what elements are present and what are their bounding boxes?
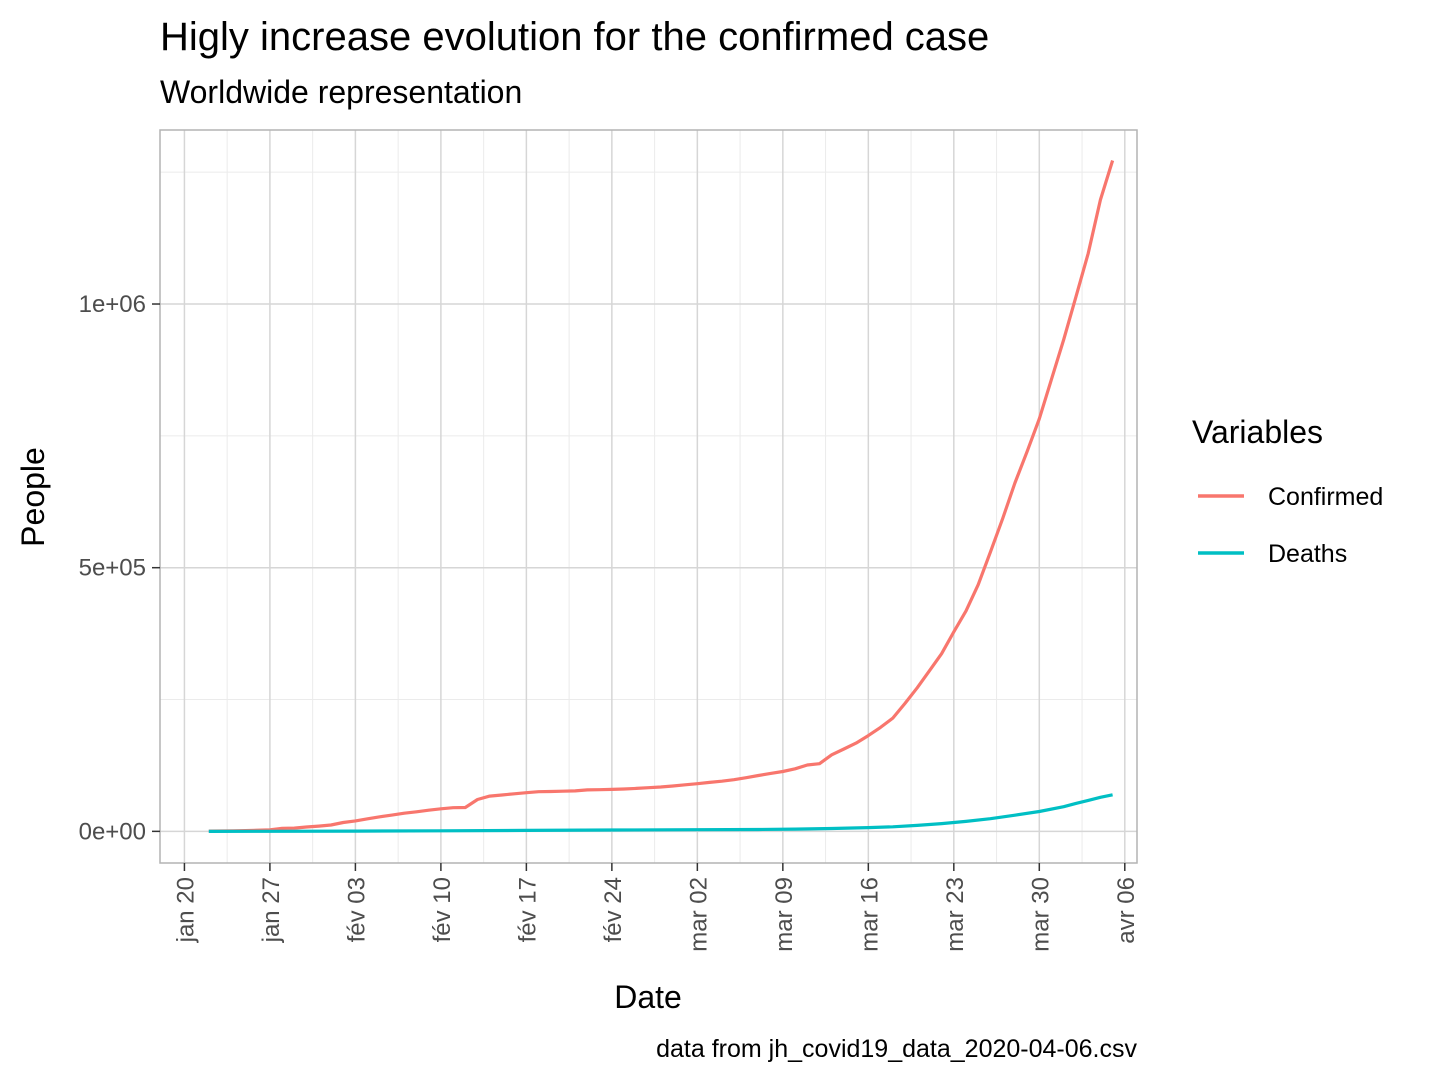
chart-caption: data from jh_covid19_data_2020-04-06.csv <box>656 1035 1137 1063</box>
x-axis-title: Date <box>614 979 682 1015</box>
x-tick-label: mar 30 <box>1027 877 1054 952</box>
x-tick-label: fév 03 <box>343 877 370 942</box>
axes: jan 20 jan 27 fév 03 fév 10 fév 17 fév 24 mar … <box>79 291 1140 952</box>
y-tick-label: 1e+06 <box>79 291 146 318</box>
chart-title: Higly increase evolution for the confirm… <box>160 15 989 59</box>
legend: Variables Confirmed Deaths <box>1192 414 1383 568</box>
x-tick-label: fév 10 <box>429 877 456 942</box>
y-tick-label: 5e+05 <box>79 555 146 582</box>
x-tick-label: fév 24 <box>600 877 627 942</box>
x-tick-label: mar 02 <box>685 877 712 952</box>
x-tick-label: mar 16 <box>856 877 883 952</box>
series <box>208 160 1115 834</box>
plot-panel <box>160 130 1137 863</box>
y-tick-label: 0e+00 <box>79 818 146 845</box>
x-tick-label: avr 06 <box>1113 877 1140 944</box>
legend-label-confirmed: Confirmed <box>1268 483 1383 511</box>
x-tick-label: fév 17 <box>514 877 541 942</box>
x-tick-label: mar 09 <box>771 877 798 952</box>
x-tick-label: jan 20 <box>172 877 199 943</box>
legend-label-deaths: Deaths <box>1268 540 1347 568</box>
chart-subtitle: Worldwide representation <box>160 74 522 110</box>
grid <box>160 130 1137 863</box>
y-axis-title: People <box>15 447 51 547</box>
series-line-confirmed <box>208 160 1115 833</box>
x-tick-label: mar 23 <box>942 877 969 952</box>
legend-title: Variables <box>1192 414 1323 450</box>
plot-panel-border <box>159 129 1138 864</box>
series-line-deaths <box>208 793 1113 834</box>
x-tick-label: jan 27 <box>258 877 285 943</box>
